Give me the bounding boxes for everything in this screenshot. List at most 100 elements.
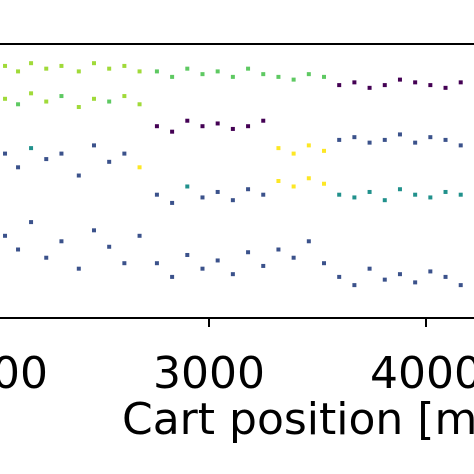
- point: [458, 192, 463, 197]
- point: [91, 143, 96, 148]
- point: [107, 66, 112, 71]
- point: [16, 69, 21, 74]
- point: [44, 157, 49, 162]
- point: [29, 61, 34, 66]
- point: [352, 135, 357, 140]
- point: [3, 96, 8, 101]
- point: [230, 126, 235, 131]
- point: [246, 124, 251, 129]
- point: [261, 263, 266, 268]
- point: [443, 137, 448, 142]
- point: [337, 137, 342, 142]
- point: [154, 124, 159, 129]
- point: [230, 198, 235, 203]
- point: [16, 165, 21, 170]
- point: [428, 135, 433, 140]
- point: [367, 140, 372, 145]
- point: [397, 132, 402, 137]
- point: [306, 143, 311, 148]
- point: [44, 99, 49, 104]
- point: [122, 94, 127, 99]
- point: [200, 124, 205, 129]
- point: [428, 195, 433, 200]
- point: [443, 189, 448, 194]
- point: [76, 173, 81, 178]
- point: [137, 69, 142, 74]
- point: [137, 165, 142, 170]
- point: [3, 63, 8, 68]
- point: [122, 261, 127, 266]
- point: [458, 80, 463, 85]
- point: [137, 233, 142, 238]
- point: [306, 176, 311, 181]
- x-tick-label: 3000: [153, 348, 265, 399]
- point: [16, 247, 21, 252]
- x-tick-label: 4000: [370, 348, 474, 399]
- point: [91, 61, 96, 66]
- point: [246, 187, 251, 192]
- point: [367, 189, 372, 194]
- point: [185, 66, 190, 71]
- point: [397, 77, 402, 82]
- x-axis-label: Cart position [m]: [122, 394, 474, 445]
- point: [107, 99, 112, 104]
- point: [137, 102, 142, 107]
- point: [428, 269, 433, 274]
- point: [291, 77, 296, 82]
- point: [413, 192, 418, 197]
- point: [291, 184, 296, 189]
- point: [352, 80, 357, 85]
- point: [16, 102, 21, 107]
- point: [382, 198, 387, 203]
- point: [215, 189, 220, 194]
- point: [91, 96, 96, 101]
- point: [185, 184, 190, 189]
- point: [154, 69, 159, 74]
- point: [215, 258, 220, 263]
- point: [170, 74, 175, 79]
- point: [337, 192, 342, 197]
- point: [170, 200, 175, 205]
- point: [428, 83, 433, 88]
- point: [3, 233, 8, 238]
- point: [29, 220, 34, 225]
- point: [230, 74, 235, 79]
- point: [59, 239, 64, 244]
- point: [122, 151, 127, 156]
- point: [276, 179, 281, 183]
- point: [261, 192, 266, 197]
- point: [322, 148, 327, 153]
- point: [59, 151, 64, 156]
- point: [122, 63, 127, 68]
- point: [322, 261, 327, 266]
- point: [291, 255, 296, 260]
- point: [200, 72, 205, 77]
- point: [382, 83, 387, 88]
- point: [29, 91, 34, 96]
- point: [246, 250, 251, 255]
- point: [185, 252, 190, 257]
- point: [3, 151, 8, 156]
- point: [413, 140, 418, 145]
- point: [322, 181, 327, 186]
- point: [443, 274, 448, 279]
- point: [107, 159, 112, 164]
- point: [382, 137, 387, 142]
- point: [230, 272, 235, 277]
- point: [91, 228, 96, 233]
- point: [215, 121, 220, 126]
- point: [76, 69, 81, 74]
- point: [185, 118, 190, 123]
- point: [154, 261, 159, 266]
- point: [200, 195, 205, 200]
- point: [200, 266, 205, 271]
- point: [59, 63, 64, 68]
- point: [413, 280, 418, 285]
- point: [154, 192, 159, 197]
- point: [59, 94, 64, 99]
- point: [246, 66, 251, 71]
- point: [367, 85, 372, 90]
- point: [458, 283, 463, 288]
- point: [397, 272, 402, 277]
- point: [337, 274, 342, 279]
